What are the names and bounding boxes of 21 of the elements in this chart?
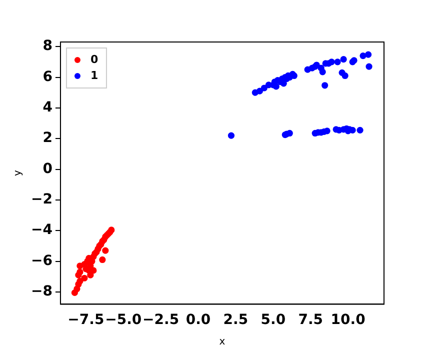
y-tick-label: −4 — [30, 222, 53, 238]
y-tick-label: −6 — [30, 252, 52, 269]
y-tick-label: −8 — [30, 284, 52, 300]
y-tick-label: 0 — [42, 160, 53, 177]
y-tick-label: −2 — [30, 192, 52, 208]
x-tick-label: 10.0 — [330, 312, 366, 328]
legend-label: 1 — [90, 68, 98, 82]
x-tick-label: 0.0 — [186, 312, 211, 328]
x-tick-label: 2.5 — [223, 312, 248, 328]
y-tick-label: 2 — [42, 130, 52, 146]
y-tick-label: 8 — [42, 38, 52, 54]
x-axis-title: x — [219, 336, 226, 348]
x-tick-label: 7.5 — [298, 312, 324, 328]
x-tick-label: −5.0 — [105, 312, 142, 328]
y-tick-label: 6 — [42, 68, 52, 85]
x-tick-label: −2.5 — [142, 312, 180, 328]
x-tick-label: 5.0 — [260, 312, 286, 328]
x-tick-label: −7.5 — [68, 312, 104, 328]
legend-label: 0 — [90, 52, 98, 66]
y-tick-label: 4 — [42, 100, 53, 116]
y-axis-title: y — [12, 170, 24, 176]
